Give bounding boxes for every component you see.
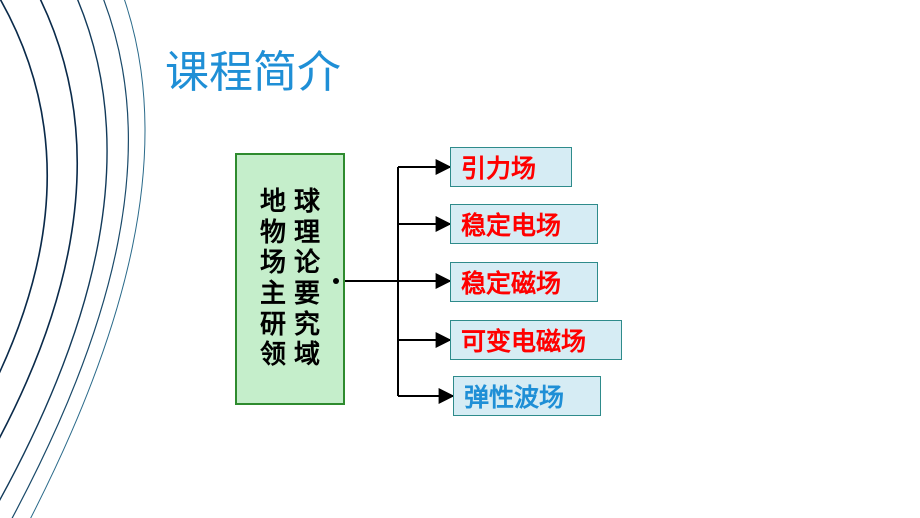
source-line: 物理 [256, 218, 324, 249]
source-box: 地球物理场论主要研究领域 [235, 153, 345, 405]
target-box: 稳定磁场 [450, 262, 598, 302]
target-box: 可变电磁场 [450, 320, 622, 360]
source-line: 主要 [256, 279, 324, 310]
source-line: 领域 [256, 340, 324, 371]
decorative-lines [0, 0, 180, 518]
source-line: 场论 [256, 248, 324, 279]
target-box: 稳定电场 [450, 204, 598, 244]
page-title: 课程简介 [165, 36, 341, 100]
connector-dot [333, 278, 339, 284]
source-line: 地球 [256, 187, 324, 218]
target-box: 引力场 [450, 147, 572, 187]
connector-lines [0, 0, 920, 518]
source-line: 研究 [256, 310, 324, 341]
source-text: 地球物理场论主要研究领域 [256, 187, 324, 371]
target-box: 弹性波场 [453, 376, 601, 416]
